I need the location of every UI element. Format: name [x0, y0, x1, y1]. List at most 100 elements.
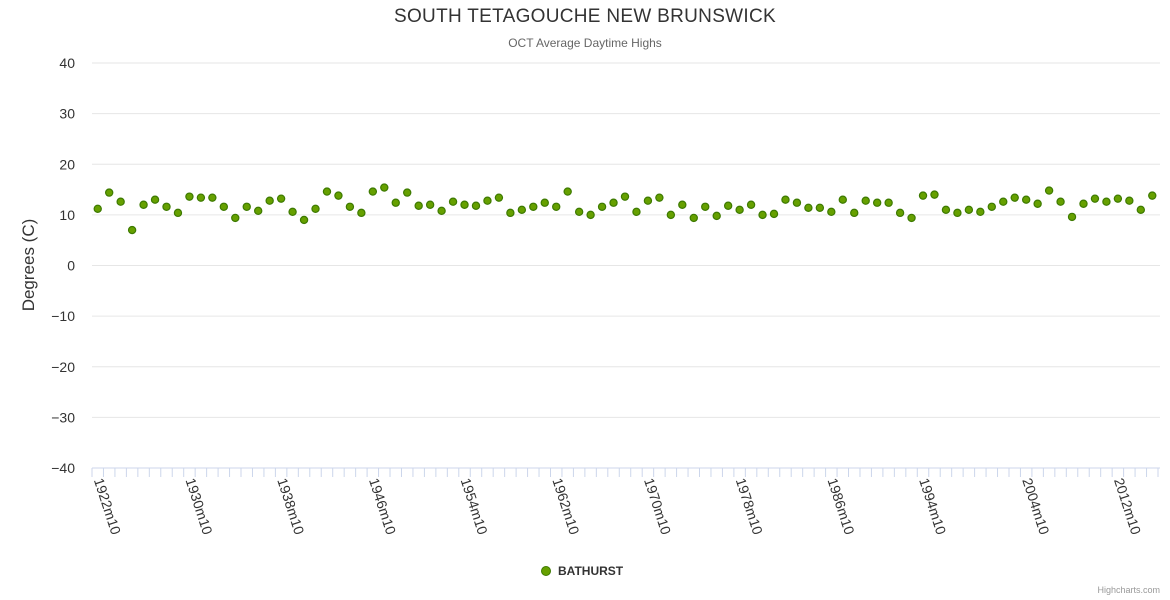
data-point[interactable] — [506, 208, 515, 218]
data-point[interactable] — [850, 208, 859, 218]
data-point[interactable] — [425, 200, 435, 209]
data-point[interactable] — [586, 210, 595, 220]
data-point[interactable] — [185, 192, 194, 201]
data-point[interactable] — [609, 198, 618, 207]
data-point[interactable] — [208, 193, 217, 202]
data-point[interactable] — [162, 202, 171, 211]
data-point[interactable] — [1079, 199, 1088, 208]
data-point[interactable] — [1136, 205, 1146, 215]
data-point[interactable] — [1010, 193, 1019, 202]
data-point[interactable] — [1033, 199, 1042, 208]
data-point[interactable] — [838, 195, 847, 204]
data-point[interactable] — [941, 205, 951, 215]
data-point[interactable] — [1125, 196, 1134, 205]
data-point[interactable] — [804, 203, 813, 212]
data-point[interactable] — [1113, 194, 1123, 203]
data-point[interactable] — [861, 196, 870, 205]
data-point[interactable] — [632, 207, 641, 217]
data-point[interactable] — [1044, 186, 1054, 195]
legend-item-bathurst[interactable]: BATHURST — [541, 564, 623, 578]
data-point[interactable] — [529, 202, 538, 211]
data-point[interactable] — [895, 208, 905, 218]
data-point[interactable] — [758, 210, 767, 220]
data-point[interactable] — [517, 205, 527, 215]
data-point[interactable] — [930, 190, 939, 199]
data-point[interactable] — [93, 204, 102, 213]
data-point[interactable] — [540, 198, 549, 207]
data-point[interactable] — [403, 188, 412, 197]
data-point[interactable] — [391, 198, 400, 207]
data-point[interactable] — [139, 200, 148, 209]
data-point[interactable] — [769, 209, 779, 219]
data-point[interactable] — [781, 195, 790, 204]
data-point[interactable] — [953, 208, 962, 218]
data-point[interactable] — [116, 197, 125, 206]
data-point[interactable] — [1021, 195, 1031, 204]
data-point[interactable] — [345, 202, 355, 211]
data-point[interactable] — [196, 193, 206, 202]
data-point[interactable] — [689, 213, 698, 223]
data-point[interactable] — [460, 200, 469, 209]
data-point[interactable] — [288, 207, 297, 217]
y-axis: 40 30 20 10 0 −10 −20 −30 −40 — [51, 55, 75, 476]
y-tick-label: 20 — [59, 156, 75, 172]
data-point[interactable] — [380, 183, 389, 192]
data-point[interactable] — [827, 207, 836, 217]
data-point[interactable] — [964, 205, 974, 215]
series-bathurst[interactable] — [93, 183, 1157, 235]
data-point[interactable] — [494, 193, 504, 202]
data-point[interactable] — [357, 208, 366, 218]
data-point[interactable] — [918, 191, 928, 200]
data-point[interactable] — [322, 187, 332, 196]
data-point[interactable] — [242, 202, 251, 211]
data-point[interactable] — [597, 202, 607, 211]
data-point[interactable] — [976, 207, 985, 217]
data-point[interactable] — [483, 196, 492, 205]
data-point[interactable] — [104, 188, 114, 197]
data-point[interactable] — [907, 213, 916, 223]
data-point[interactable] — [666, 210, 676, 220]
data-point[interactable] — [1148, 191, 1157, 200]
data-point[interactable] — [437, 206, 446, 216]
data-point[interactable] — [1102, 197, 1111, 206]
data-point[interactable] — [471, 201, 481, 210]
data-point[interactable] — [701, 202, 710, 211]
data-point[interactable] — [884, 198, 893, 207]
data-point[interactable] — [1056, 197, 1065, 206]
data-point[interactable] — [746, 200, 756, 209]
data-point[interactable] — [987, 202, 996, 211]
data-point[interactable] — [368, 187, 378, 196]
data-point[interactable] — [735, 205, 744, 215]
x-axis: 1922m10 1930m10 1938m10 1946m10 1954m10 1962m… — [91, 467, 1160, 537]
data-point[interactable] — [643, 196, 653, 205]
data-point[interactable] — [620, 192, 630, 201]
data-point[interactable] — [723, 201, 733, 210]
data-point[interactable] — [815, 203, 825, 212]
x-tick-label: 1922m10 — [91, 476, 124, 537]
data-point[interactable] — [563, 187, 572, 196]
data-point[interactable] — [127, 225, 137, 235]
data-point[interactable] — [414, 201, 423, 210]
data-point[interactable] — [311, 204, 320, 213]
data-point[interactable] — [334, 191, 343, 200]
data-point[interactable] — [678, 200, 687, 209]
data-point[interactable] — [219, 202, 229, 211]
data-point[interactable] — [655, 193, 664, 202]
data-point[interactable] — [265, 196, 274, 205]
data-point[interactable] — [872, 198, 882, 207]
data-point[interactable] — [173, 208, 183, 218]
credits-link[interactable]: Highcharts.com — [1097, 585, 1160, 595]
data-point[interactable] — [1090, 194, 1100, 203]
data-point[interactable] — [448, 197, 458, 206]
data-point[interactable] — [150, 195, 160, 204]
data-point[interactable] — [552, 202, 561, 211]
data-point[interactable] — [276, 194, 286, 203]
data-point[interactable] — [299, 215, 309, 225]
data-point[interactable] — [574, 207, 584, 217]
data-point[interactable] — [792, 198, 802, 207]
data-point[interactable] — [231, 213, 240, 223]
data-point[interactable] — [254, 206, 263, 216]
data-point[interactable] — [712, 211, 721, 221]
data-point[interactable] — [1067, 212, 1077, 222]
data-point[interactable] — [999, 197, 1008, 206]
